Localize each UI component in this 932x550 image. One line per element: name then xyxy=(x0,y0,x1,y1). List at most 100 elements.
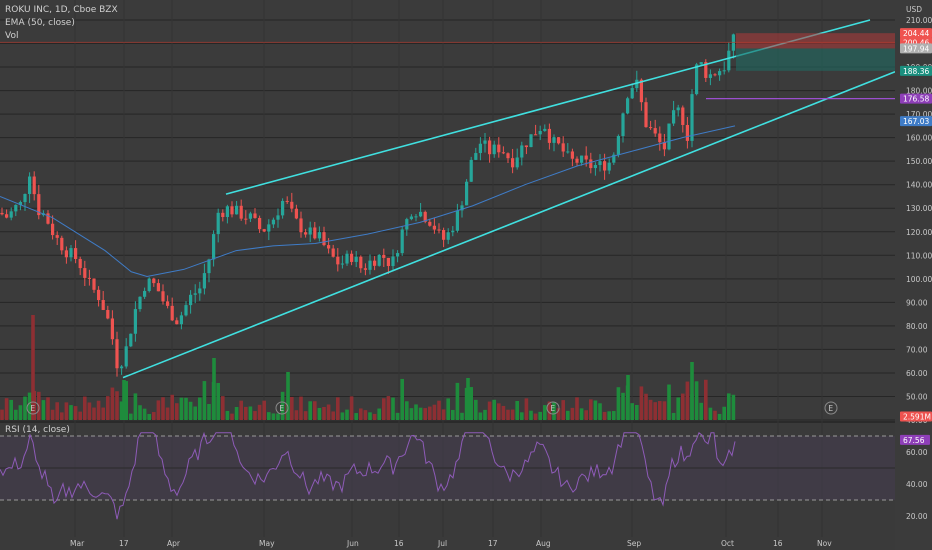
rsi-badge xyxy=(900,434,930,445)
volume-bar xyxy=(667,384,671,420)
volume-bar xyxy=(621,392,625,420)
candle-body xyxy=(133,309,137,334)
volume-bar xyxy=(147,413,151,420)
price-tick-label: 130.00 xyxy=(906,204,932,213)
candle-body xyxy=(377,254,381,266)
candle-body xyxy=(478,143,482,154)
volume-bar xyxy=(83,396,87,420)
candle-body xyxy=(32,176,36,195)
volume-bar xyxy=(322,406,326,420)
volume-bar xyxy=(354,413,358,420)
volume-bar xyxy=(607,411,611,420)
candle-body xyxy=(400,229,404,254)
volume-bar xyxy=(538,411,542,420)
earnings-marker xyxy=(275,401,289,415)
volume-bar xyxy=(694,381,699,420)
volume-bar xyxy=(69,405,73,420)
date-tick-label: Nov xyxy=(817,539,832,548)
candle-body xyxy=(621,113,625,137)
candle-body xyxy=(635,79,639,89)
candle-body xyxy=(120,366,124,369)
candle-body xyxy=(92,278,96,290)
volume-bar xyxy=(193,406,197,420)
candle-body xyxy=(603,161,607,171)
volume-bar xyxy=(161,397,165,420)
volume-bar xyxy=(50,409,55,420)
candle-body xyxy=(5,214,9,218)
volume-bar xyxy=(483,409,487,420)
candle-body xyxy=(345,253,349,264)
rsi-tick-label: 60.00 xyxy=(906,448,928,457)
candle-body xyxy=(221,212,225,218)
volume-bar xyxy=(405,401,409,420)
volume-bar xyxy=(731,394,736,420)
price-tick-label: 170.00 xyxy=(906,110,932,119)
symbol-legend[interactable]: ROKU INC, 1D, Cboe BZX xyxy=(5,5,118,15)
candle-body xyxy=(276,215,280,220)
volume-bar xyxy=(487,401,492,420)
candle-body xyxy=(685,124,689,141)
candle-body xyxy=(727,50,731,71)
candle-body xyxy=(18,202,22,205)
price-badge xyxy=(900,28,932,39)
volume-spike xyxy=(286,372,290,420)
candle-body xyxy=(248,213,252,219)
volume-bar xyxy=(317,407,322,420)
candle-body xyxy=(368,260,372,270)
ema-legend[interactable]: EMA (50, close) xyxy=(5,18,75,28)
candle-body xyxy=(354,256,358,262)
volume-spike xyxy=(690,362,694,420)
volume-bar xyxy=(510,409,515,420)
candle-body xyxy=(97,289,101,301)
volume-bar xyxy=(428,406,432,420)
price-badge-label: 200.46 xyxy=(903,38,929,47)
candle-body xyxy=(667,123,671,150)
volume-bar xyxy=(699,402,703,420)
volume-bar xyxy=(593,400,598,420)
candle-body xyxy=(561,143,565,152)
volume-bar xyxy=(225,410,230,420)
volume-bar xyxy=(202,381,207,420)
candle-body xyxy=(138,296,142,310)
candle-body xyxy=(446,232,450,240)
rsi-legend[interactable]: RSI (14, close) xyxy=(5,425,70,435)
candle-body xyxy=(294,208,298,219)
volume-bar xyxy=(556,408,561,420)
candle-body xyxy=(37,194,41,216)
volume-legend[interactable]: Vol xyxy=(5,31,19,41)
candle-body xyxy=(207,259,211,274)
candle-body xyxy=(69,248,73,258)
price-tick-label: 80.00 xyxy=(906,322,928,331)
candle-body xyxy=(520,145,524,158)
volume-bar xyxy=(492,399,496,420)
volume-bar xyxy=(115,391,119,420)
volume-bar xyxy=(257,404,262,420)
volume-bar xyxy=(110,387,115,420)
volume-bar xyxy=(662,401,667,420)
candle-body xyxy=(442,230,446,240)
candle-body xyxy=(695,64,699,95)
volume-bar xyxy=(658,401,662,420)
candle-body xyxy=(23,193,27,203)
volume-bar xyxy=(409,408,414,420)
candle-body xyxy=(285,200,289,202)
earnings-marker-label: E xyxy=(828,404,833,413)
volume-bar xyxy=(543,405,547,420)
currency-label: USD xyxy=(906,5,922,14)
price-tick-label: 100.00 xyxy=(906,275,932,284)
candle-body xyxy=(0,212,4,215)
volume-bar xyxy=(598,403,602,420)
candle-body xyxy=(492,144,496,155)
volume-bar xyxy=(547,401,552,420)
volume-bar xyxy=(676,397,680,420)
candle-body xyxy=(198,288,202,294)
candle-body xyxy=(529,134,533,148)
volume-bar xyxy=(0,409,4,420)
volume-bar xyxy=(303,411,308,420)
price-tick-label: 60.00 xyxy=(906,369,928,378)
price-tick-label: 50.00 xyxy=(906,392,928,401)
volume-bar xyxy=(78,411,82,420)
candle-body xyxy=(14,204,18,212)
